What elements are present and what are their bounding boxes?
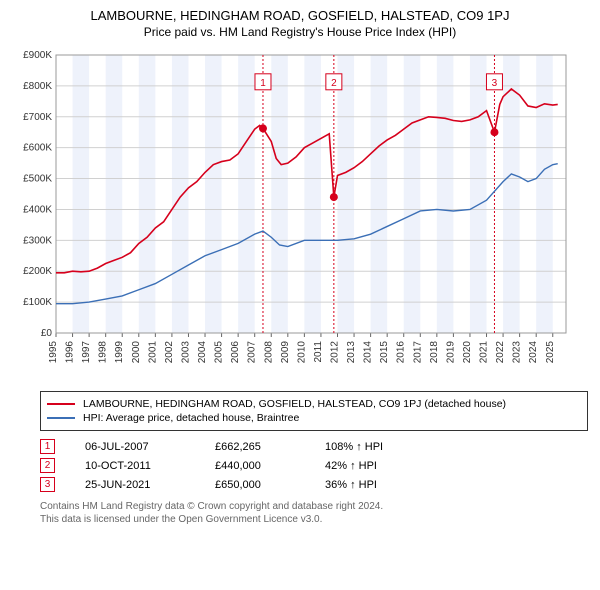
svg-text:2015: 2015 [379,341,390,364]
svg-text:2011: 2011 [313,341,324,363]
svg-text:2008: 2008 [263,341,274,364]
svg-text:£700K: £700K [23,112,52,123]
svg-text:£100K: £100K [23,297,52,308]
svg-text:2023: 2023 [512,341,523,364]
sale-price: £662,265 [215,441,295,453]
svg-text:2010: 2010 [296,341,307,364]
svg-text:1998: 1998 [98,341,109,364]
svg-text:£800K: £800K [23,81,52,92]
svg-text:1999: 1999 [114,341,125,364]
sale-marker-icon: 1 [40,439,55,454]
footnote: Contains HM Land Registry data © Crown c… [40,500,588,526]
svg-text:2020: 2020 [462,341,473,364]
svg-text:£200K: £200K [23,266,52,277]
svg-text:2024: 2024 [528,341,539,364]
svg-text:2014: 2014 [363,341,374,364]
svg-text:1996: 1996 [65,341,76,364]
svg-text:2009: 2009 [280,341,291,364]
svg-text:2012: 2012 [329,341,340,364]
svg-text:2005: 2005 [214,341,225,364]
svg-text:2000: 2000 [131,341,142,364]
svg-text:2003: 2003 [180,341,191,364]
chart-subtitle: Price paid vs. HM Land Registry's House … [10,25,590,39]
svg-text:2004: 2004 [197,341,208,364]
sale-date: 06-JUL-2007 [85,441,185,453]
sale-marker-icon: 2 [40,458,55,473]
legend: LAMBOURNE, HEDINGHAM ROAD, GOSFIELD, HAL… [40,391,588,431]
sale-hpi: 108% ↑ HPI [325,441,435,453]
svg-text:2001: 2001 [147,341,158,364]
sale-price: £440,000 [215,460,295,472]
sales-table: 1 06-JUL-2007 £662,265 108% ↑ HPI 2 10-OCT-20… [40,437,588,494]
svg-text:2002: 2002 [164,341,175,364]
sale-price: £650,000 [215,479,295,491]
svg-text:2013: 2013 [346,341,357,364]
svg-text:£400K: £400K [23,204,52,215]
sales-row: 1 06-JUL-2007 £662,265 108% ↑ HPI [40,437,588,456]
sale-date: 10-OCT-2011 [85,460,185,472]
svg-text:2006: 2006 [230,341,241,364]
svg-text:2017: 2017 [412,341,423,364]
svg-text:£0: £0 [41,328,53,339]
svg-text:1: 1 [260,78,266,89]
legend-row: LAMBOURNE, HEDINGHAM ROAD, GOSFIELD, HAL… [47,398,581,410]
svg-text:2025: 2025 [545,341,556,364]
svg-text:2018: 2018 [429,341,440,364]
svg-text:£500K: £500K [23,174,52,185]
chart-title: LAMBOURNE, HEDINGHAM ROAD, GOSFIELD, HAL… [10,8,590,23]
legend-row: HPI: Average price, detached house, Brai… [47,412,581,424]
footnote-line-2: This data is licensed under the Open Gov… [40,513,588,526]
price-chart: £0 £100K £200K £300K £400K £500K £600K £700K £80… [10,45,570,385]
legend-label: LAMBOURNE, HEDINGHAM ROAD, GOSFIELD, HAL… [83,398,506,410]
svg-text:£900K: £900K [23,50,52,61]
svg-text:2016: 2016 [396,341,407,364]
chart-area: £0 £100K £200K £300K £400K £500K £600K £700K £80… [10,45,590,385]
svg-text:3: 3 [492,78,498,89]
sales-row: 3 25-JUN-2021 £650,000 36% ↑ HPI [40,475,588,494]
svg-text:1995: 1995 [48,341,59,364]
svg-text:£600K: £600K [23,143,52,154]
legend-label: HPI: Average price, detached house, Brai… [83,412,299,424]
svg-text:2022: 2022 [495,341,506,364]
legend-swatch [47,403,75,405]
sales-row: 2 10-OCT-2011 £440,000 42% ↑ HPI [40,456,588,475]
legend-swatch [47,417,75,419]
footnote-line-1: Contains HM Land Registry data © Crown c… [40,500,588,513]
svg-text:1997: 1997 [81,341,92,364]
svg-text:£300K: £300K [23,235,52,246]
svg-text:2021: 2021 [479,341,490,364]
svg-text:2: 2 [331,78,337,89]
sale-hpi: 36% ↑ HPI [325,479,435,491]
svg-text:2019: 2019 [445,341,456,364]
svg-text:2007: 2007 [247,341,258,364]
sale-date: 25-JUN-2021 [85,479,185,491]
sale-hpi: 42% ↑ HPI [325,460,435,472]
sale-marker-icon: 3 [40,477,55,492]
